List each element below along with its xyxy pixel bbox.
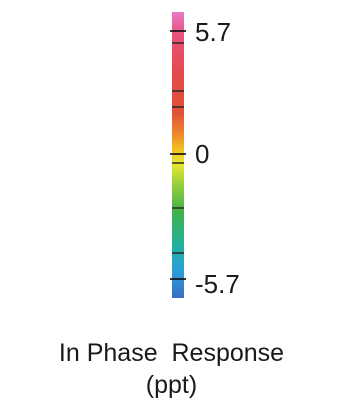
colorbar-tick xyxy=(172,252,184,254)
colorbar-tick xyxy=(172,162,184,164)
tick-label-zero: 0 xyxy=(195,139,210,169)
tick-label-max: 5.7 xyxy=(195,17,232,47)
colorbar-tick xyxy=(172,42,184,44)
colorbar-tick-middle xyxy=(170,153,186,155)
tick-label-min: -5.7 xyxy=(195,269,240,299)
colorbar-tick-top xyxy=(170,30,186,32)
colorbar-tick xyxy=(172,207,184,209)
colorbar-tick-bottom xyxy=(170,278,186,280)
colorbar-caption-title: In Phase Response xyxy=(58,339,285,367)
colorbar-caption-unit: (ppt) xyxy=(145,371,198,399)
colorbar-tick xyxy=(172,106,184,108)
colorbar-tick xyxy=(172,90,184,92)
colorbar xyxy=(170,12,186,298)
